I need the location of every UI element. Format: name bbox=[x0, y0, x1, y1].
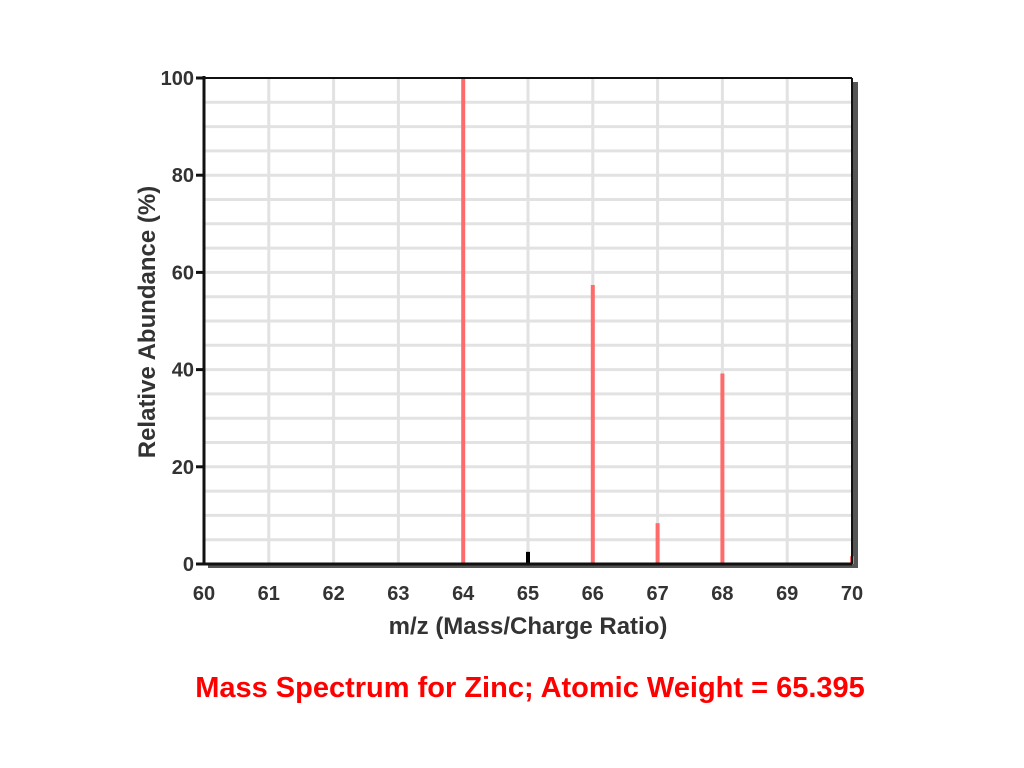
y-tick-label: 40 bbox=[172, 360, 194, 382]
y-tick-label: 80 bbox=[172, 165, 194, 187]
axes bbox=[202, 76, 853, 566]
x-tick-label: 68 bbox=[711, 583, 733, 605]
x-tick-label: 69 bbox=[776, 583, 798, 605]
chart-caption: Mass Spectrum for Zinc; Atomic Weight = … bbox=[195, 672, 865, 704]
y-tick-labels: 0 20 40 60 80 100 bbox=[161, 68, 204, 576]
x-tick-label: 65 bbox=[517, 583, 539, 605]
y-tick-label: 20 bbox=[172, 457, 194, 479]
x-tick-label: 66 bbox=[582, 583, 604, 605]
x-tick-label: 67 bbox=[646, 583, 668, 605]
y-tick-label: 0 bbox=[183, 554, 194, 576]
mass-spectrum-chart: 60 61 62 63 64 65 66 67 68 69 70 0 20 40 60 80 100 m/z … bbox=[134, 68, 863, 640]
y-tick-label: 60 bbox=[172, 262, 194, 284]
x-tick-label: 64 bbox=[452, 583, 475, 605]
grid-lines bbox=[204, 78, 852, 564]
x-tick-label: 61 bbox=[258, 583, 280, 605]
x-tick-label: 63 bbox=[387, 583, 409, 605]
x-tick-label: 70 bbox=[841, 583, 863, 605]
y-axis-title: Relative Abundance (%) bbox=[134, 186, 161, 459]
x-axis-title: m/z (Mass/Charge Ratio) bbox=[389, 613, 668, 640]
x-tick-label: 60 bbox=[193, 583, 215, 605]
x-tick-labels: 60 61 62 63 64 65 66 67 68 69 70 bbox=[193, 583, 863, 605]
peaks bbox=[461, 78, 854, 564]
y-tick-label: 100 bbox=[161, 68, 194, 90]
x-tick-label: 62 bbox=[322, 583, 344, 605]
